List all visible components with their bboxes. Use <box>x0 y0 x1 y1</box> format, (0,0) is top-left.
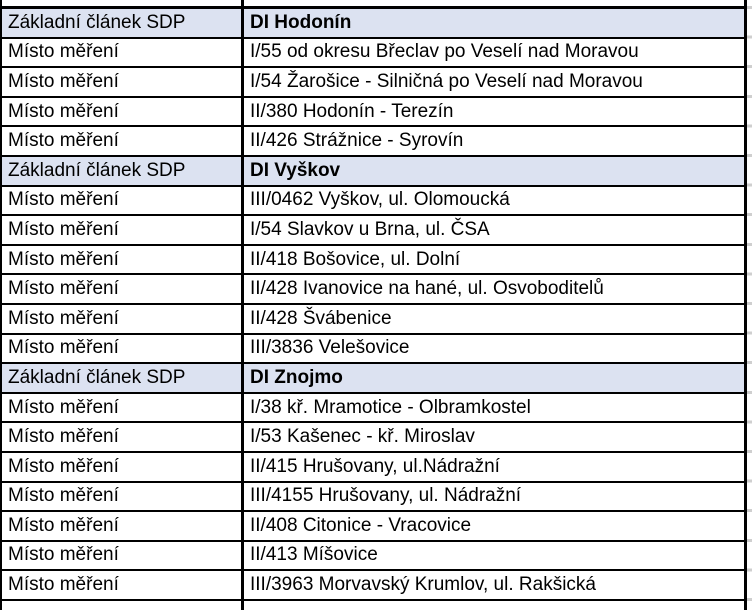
gridline-strip <box>747 6 752 610</box>
row-value-cell[interactable]: II/428 Švábenice <box>244 304 747 333</box>
row-value-cell[interactable]: DI Znojmo <box>244 364 747 392</box>
row-label-cell[interactable]: Místo měření <box>2 127 244 155</box>
empty-label-cell[interactable] <box>2 0 244 6</box>
row-label-cell[interactable]: Místo měření <box>2 452 244 481</box>
table-row: Místo měření III/3963 Morvavský Krumlov, … <box>0 571 747 601</box>
table-row: Místo měření II/408 Citonice - Vracovice <box>0 512 747 542</box>
row-label-cell[interactable]: Místo měření <box>2 186 244 215</box>
row-label-cell[interactable]: Základní článek SDP <box>2 9 244 37</box>
row-value-cell[interactable]: II/413 Míšovice <box>244 541 747 570</box>
table-row: Místo měření I/55 od okresu Břeclav po Ve… <box>0 38 747 69</box>
row-value-cell[interactable]: II/380 Hodonín - Terezín <box>244 97 747 126</box>
table-row: Místo měření II/428 Ivanovice na hané, ul… <box>0 275 747 305</box>
row-value-cell[interactable]: III/0462 Vyškov, ul. Olomoucká <box>244 186 747 215</box>
row-value-cell[interactable]: I/54 Žarošice - Silničná po Veselí nad M… <box>244 68 747 96</box>
row-label-cell[interactable]: Místo měření <box>2 97 244 126</box>
section-header-row: Základní článek SDP DI Vyškov <box>0 156 747 187</box>
partial-row-bottom <box>0 600 747 610</box>
row-label-cell[interactable]: Místo měření <box>2 334 244 363</box>
table-row: Místo měření III/0462 Vyškov, ul. Olomouc… <box>0 186 747 217</box>
table-row: Místo měření III/3836 Velešovice <box>0 334 747 365</box>
row-label-cell[interactable]: Místo měření <box>2 68 244 96</box>
row-value-cell[interactable]: II/415 Hrušovany, ul.Nádražní <box>244 452 747 481</box>
row-value-cell[interactable]: DI Hodonín <box>244 9 747 37</box>
row-value-cell[interactable]: I/38 kř. Mramotice - Olbramkostel <box>244 393 747 422</box>
row-value-cell[interactable]: III/4155 Hrušovany, ul. Nádražní <box>244 482 747 511</box>
table-row: Místo měření II/428 Švábenice <box>0 304 747 335</box>
table-row: Místo měření II/418 Bošovice, ul. Dolní <box>0 245 747 276</box>
empty-label-cell[interactable] <box>2 600 244 610</box>
row-value-cell[interactable]: I/55 od okresu Břeclav po Veselí nad Mor… <box>244 38 747 67</box>
row-label-cell[interactable]: Místo měření <box>2 216 244 244</box>
table-row: Místo měření I/54 Žarošice - Silničná po … <box>0 68 747 98</box>
row-value-cell[interactable]: I/53 Kašenec - kř. Miroslav <box>244 423 747 451</box>
table-row: Místo měření II/380 Hodonín - Terezín <box>0 97 747 128</box>
row-label-cell[interactable]: Místo měření <box>2 393 244 422</box>
row-value-cell[interactable]: II/428 Ivanovice na hané, ul. Osvobodite… <box>244 275 747 303</box>
row-value-cell[interactable]: I/54 Slavkov u Brna, ul. ČSA <box>244 216 747 244</box>
section-header-row: Základní článek SDP DI Hodonín <box>0 9 747 39</box>
section-header-row: Základní článek SDP DI Znojmo <box>0 364 747 394</box>
row-value-cell[interactable]: II/418 Bošovice, ul. Dolní <box>244 245 747 274</box>
row-label-cell[interactable]: Základní článek SDP <box>2 156 244 185</box>
row-value-cell[interactable]: II/408 Citonice - Vracovice <box>244 512 747 540</box>
row-label-cell[interactable]: Místo měření <box>2 571 244 599</box>
row-label-cell[interactable]: Místo měření <box>2 245 244 274</box>
row-label-cell[interactable]: Místo měření <box>2 512 244 540</box>
row-label-cell[interactable]: Základní článek SDP <box>2 364 244 392</box>
table-row: Místo měření I/38 kř. Mramotice - Olbramk… <box>0 393 747 424</box>
table-row: Místo měření II/415 Hrušovany, ul.Nádražn… <box>0 452 747 483</box>
row-value-cell[interactable]: DI Vyškov <box>244 156 747 185</box>
table-row: Místo měření I/53 Kašenec - kř. Miroslav <box>0 423 747 453</box>
table-row: Místo měření I/54 Slavkov u Brna, ul. ČSA <box>0 216 747 246</box>
partial-row-top <box>0 0 747 6</box>
row-value-cell[interactable]: II/426 Strážnice - Syrovín <box>244 127 747 155</box>
row-value-cell[interactable]: III/3963 Morvavský Krumlov, ul. Rakšická <box>244 571 747 599</box>
row-label-cell[interactable]: Místo měření <box>2 541 244 570</box>
table-row: Místo měření II/426 Strážnice - Syrovín <box>0 127 747 157</box>
table-row: Místo měření III/4155 Hrušovany, ul. Nádr… <box>0 482 747 513</box>
row-label-cell[interactable]: Místo měření <box>2 304 244 333</box>
row-label-cell[interactable]: Místo měření <box>2 423 244 451</box>
row-label-cell[interactable]: Místo měření <box>2 38 244 67</box>
row-label-cell[interactable]: Místo měření <box>2 482 244 511</box>
table-row: Místo měření II/413 Míšovice <box>0 541 747 572</box>
row-value-cell[interactable]: III/3836 Velešovice <box>244 334 747 363</box>
empty-value-cell[interactable] <box>244 0 747 6</box>
measurement-table-body: Základní článek SDP DI Hodonín Místo měřen… <box>0 9 747 601</box>
row-label-cell[interactable]: Místo měření <box>2 275 244 303</box>
empty-value-cell[interactable] <box>244 600 747 610</box>
table-top-border <box>0 6 747 9</box>
